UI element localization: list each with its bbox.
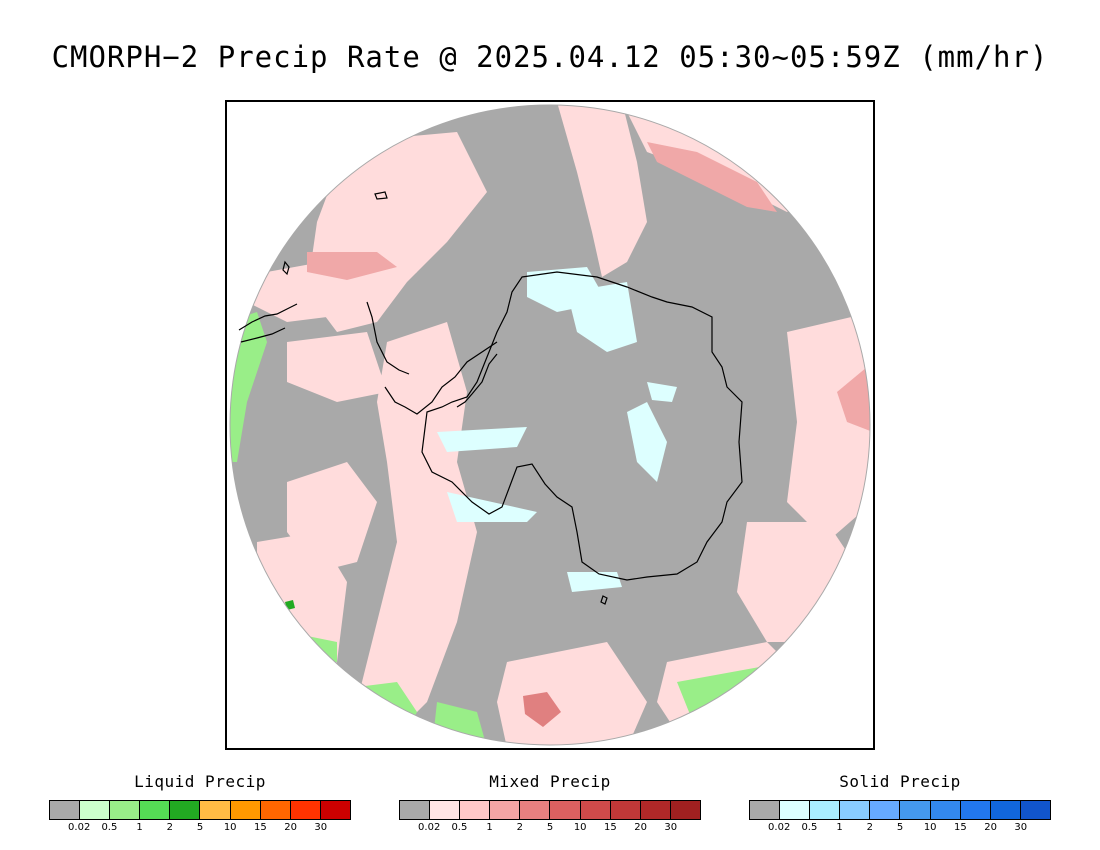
mixed-precip-core [647,142,777,212]
legend-ticks-liquid: 0.02 0.5 1 2 5 10 15 20 30 [49,822,351,836]
legend-title-liquid: Liquid Precip [134,772,266,791]
legend-tick-label: 0.02 [68,822,91,833]
legend-tick-label: 0.5 [451,822,468,833]
legend-tick-label: 2 [866,822,873,833]
legend-bar-mixed [399,800,701,820]
legend-tick-label: 5 [896,822,904,833]
legend-swatch [810,801,841,819]
solid-precip-area [627,402,667,482]
solid-precip-area [647,382,677,402]
legend-swatch [290,801,321,819]
mixed-precip-band [557,105,647,277]
legend-tick-label: 2 [166,822,173,833]
mixed-precip-band [287,332,387,402]
legend-liquid: Liquid Precip 0.02 0.5 1 2 5 10 15 20 30 [49,772,351,836]
solid-precip-area [437,427,527,452]
legend-ticks-mixed: 0.02 0.5 1 2 5 10 15 20 30 [399,822,701,836]
legend-tick-label: 30 [1014,822,1028,833]
legend-swatch [260,801,291,819]
legend-swatch [460,801,491,819]
mixed-precip-core [523,692,561,727]
legend-swatch [520,801,551,819]
mixed-precip-band [357,322,477,742]
legend-mixed: Mixed Precip 0.02 0.5 1 2 5 10 15 20 30 [399,772,701,836]
island-outline [282,260,290,276]
solid-precip-area [567,572,622,592]
legend-tick-label: 1 [136,822,143,833]
legend-tick-label: 0.5 [801,822,818,833]
legend-swatch [960,801,991,819]
legend-swatch [400,801,431,819]
mixed-precip-core [837,362,870,432]
legend-title-solid: Solid Precip [839,772,961,791]
weddell-sea-coast [456,353,498,408]
legend-tick-label: 10 [573,822,587,833]
legend-swatch [50,801,81,819]
legend-bar-solid [749,800,1051,820]
legend-ticks-solid: 0.02 0.5 1 2 5 10 15 20 30 [749,822,1051,836]
mixed-precip-band [497,642,647,745]
legend-swatch [670,801,700,819]
legend-tick-label: 1 [486,822,493,833]
legend-tick-label: 30 [664,822,678,833]
legend-tick-label: 15 [604,822,617,833]
mixed-precip-band [787,312,870,542]
legend-bar-liquid [49,800,351,820]
legend-swatch [610,801,641,819]
legend-tick-label: 0.5 [101,822,118,833]
legend-solid: Solid Precip 0.02 0.5 1 2 5 10 15 20 30 [749,772,1051,836]
legend-tick-label: 20 [284,822,297,833]
polar-precip-map [229,104,871,746]
mixed-precip-core [307,252,397,280]
legend-swatch [1020,801,1050,819]
map-frame [225,100,875,750]
legend-tick-label: 5 [546,822,554,833]
legend-swatch [580,801,611,819]
legend-tick-label: 5 [196,822,204,833]
legend-tick-label: 0.02 [768,822,791,833]
legend-swatch [870,801,901,819]
legend-swatch [110,801,141,819]
legend-tick-label: 15 [254,822,267,833]
island-outline [374,191,388,200]
legend-tick-label: 15 [954,822,967,833]
legend-swatch [230,801,261,819]
legend-swatch [780,801,811,819]
legend-tick-label: 10 [923,822,937,833]
island-outline [600,595,608,605]
map-title: CMORPH−2 Precip Rate @ 2025.04.12 05:30~… [51,40,1049,74]
map-disc-edge [229,104,871,746]
legend-swatch [990,801,1021,819]
legend-swatch [140,801,171,819]
legend-swatch [490,801,521,819]
legend-swatch [930,801,961,819]
legend-tick-label: 30 [314,822,328,833]
legend-swatch [200,801,231,819]
legend-tick-label: 1 [836,822,843,833]
legend-swatch [170,801,201,819]
legend-tick-label: 0.02 [418,822,441,833]
legend-swatch [430,801,461,819]
legend-swatch [900,801,931,819]
legend-title-mixed: Mixed Precip [489,772,611,791]
legend-tick-label: 20 [984,822,997,833]
antarctica-coastline [421,271,743,581]
solid-precip-area [567,282,637,352]
legend-tick-label: 20 [634,822,647,833]
legend-swatch [550,801,581,819]
antarctic-peninsula [366,301,498,415]
legend-swatch [320,801,350,819]
legend-swatch [840,801,871,819]
south-america-tip [238,303,298,343]
legend-tick-label: 2 [516,822,523,833]
legend-swatch [750,801,781,819]
legend-tick-label: 10 [223,822,237,833]
legend-swatch [80,801,111,819]
legend-swatch [640,801,671,819]
